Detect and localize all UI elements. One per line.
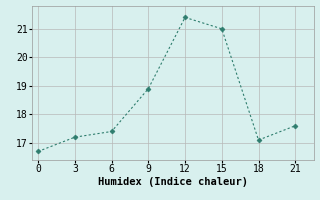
X-axis label: Humidex (Indice chaleur): Humidex (Indice chaleur) [98,177,248,187]
